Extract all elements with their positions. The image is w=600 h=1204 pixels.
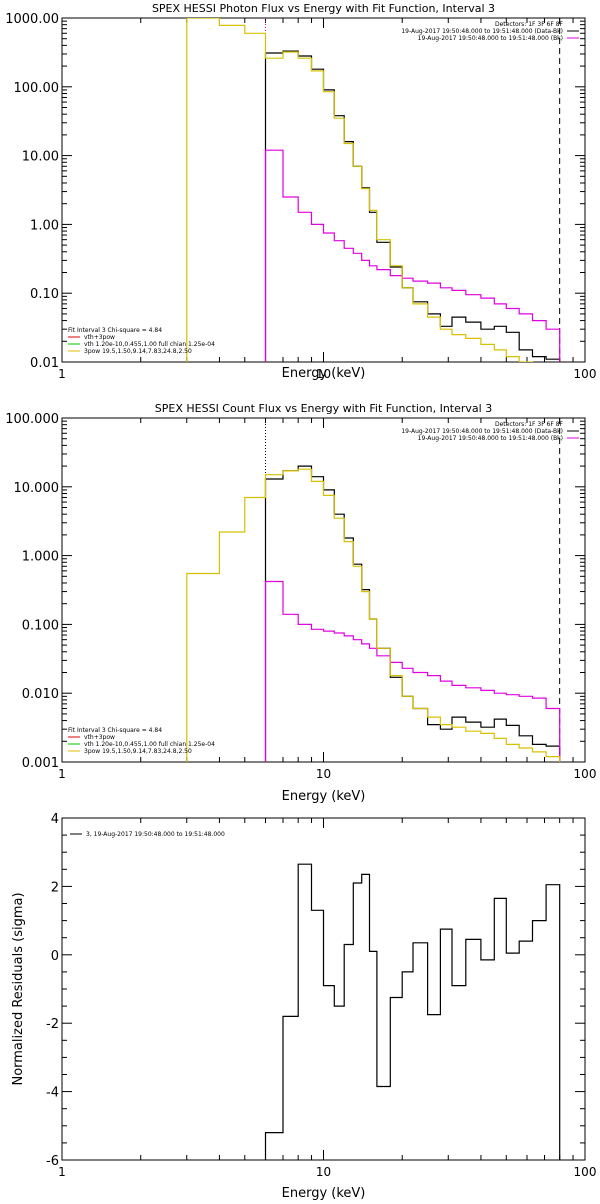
y-tick-label: -6: [46, 1154, 59, 1169]
legend-entry: Detectors: 1F 3F 6F 8F: [495, 21, 564, 28]
legend-entry: Fit Interval 3 Chi-square = 4.84: [68, 727, 162, 734]
legend-entry: 19-Aug-2017 19:50:48.000 to 19:51:48.000…: [401, 428, 563, 435]
legend-entry: 19-Aug-2017 19:50:48.000 to 19:51:48.000…: [401, 28, 563, 35]
chart-panel-3: Energy (keV) Normalized Residuals (sigma)…: [11, 812, 597, 1201]
legend-entry: Fit Interval 3 Chi-square = 4.84: [68, 327, 162, 334]
plot-frame: [61, 417, 586, 763]
y-tick-label: 4: [51, 812, 59, 827]
legend-entry: 19-Aug-2017 19:50:48.000 to 19:51:48.000…: [418, 435, 563, 442]
x-tick-label: 10: [316, 767, 331, 781]
legend-entry: 19-Aug-2017 19:50:48.000 to 19:51:48.000…: [418, 35, 563, 42]
y-tick-label: 100.000: [5, 412, 59, 427]
plot-frame: [61, 817, 586, 1161]
x-axis-label: Energy (keV): [282, 1186, 366, 1200]
y-tick-label: 2: [51, 880, 59, 895]
x-axis-label: Energy (keV): [282, 366, 366, 381]
series-line-magenta: [264, 149, 561, 362]
legend-entry: Detectors: 1F 3F 6F 8F: [495, 421, 564, 428]
chart-panel-1: SPEX HESSI Photon Flux vs Energy with Fi…: [5, 2, 596, 381]
x-tick-label: 10: [316, 367, 331, 381]
series-line-yellow: [186, 18, 534, 362]
legend-entry: 3pow 19.5,1.50,9.14,7.83,24.8,2.50: [84, 748, 192, 755]
y-tick-label: 10.000: [14, 481, 60, 496]
x-tick-label: 1: [58, 1165, 66, 1179]
x-tick-label: 1: [58, 367, 66, 381]
y-tick-label: 0.001: [22, 756, 59, 771]
chart-title: SPEX HESSI Photon Flux vs Energy with Fi…: [152, 2, 495, 15]
series-line-black: [264, 465, 561, 762]
y-tick-label: -2: [46, 1017, 59, 1032]
y-tick-label: 1.000: [22, 550, 59, 565]
legend-entry: 3pow 19.5,1.50,9.14,7.83,24.8,2.50: [84, 348, 192, 355]
legend-entry: vth 1.20e-10,0.455,1.00 full chian 1.25e…: [84, 741, 215, 748]
y-tick-label: 1.00: [30, 218, 59, 233]
legend-entry: vth+3pow: [84, 734, 115, 741]
legend-entry: vth+3pow: [84, 334, 115, 341]
legend-entry: 3, 19-Aug-2017 19:50:48.000 to 19:51:48.…: [86, 831, 225, 838]
y-tick-label: 10.00: [22, 150, 59, 165]
y-tick-label: 0: [51, 949, 59, 964]
series-line-black: [264, 863, 561, 1160]
y-tick-label: 100.00: [14, 81, 60, 96]
series-line-yellow: [186, 468, 561, 762]
y-tick-label: 0.100: [22, 618, 59, 633]
x-tick-label: 100: [574, 767, 597, 781]
chart-panel-2: SPEX HESSI Count Flux vs Energy with Fit…: [5, 402, 596, 804]
x-tick-label: 100: [574, 1165, 597, 1179]
plot-area: [186, 18, 561, 362]
plot-area: [264, 863, 561, 1160]
x-tick-label: 1: [58, 767, 66, 781]
y-tick-label: 0.01: [30, 356, 59, 371]
y-tick-label: 0.10: [30, 287, 59, 302]
x-axis-label: Energy (keV): [282, 789, 366, 804]
y-tick-label: 1000.00: [5, 12, 59, 27]
x-tick-label: 100: [574, 367, 597, 381]
y-axis-label: Normalized Residuals (sigma): [11, 892, 26, 1085]
y-tick-label: 0.010: [22, 687, 59, 702]
series-line-black: [264, 50, 561, 362]
x-tick-label: 10: [316, 1165, 331, 1179]
y-tick-label: -4: [46, 1086, 59, 1101]
chart-title: SPEX HESSI Count Flux vs Energy with Fit…: [155, 402, 492, 415]
plot-area: [186, 418, 561, 762]
series-line-magenta: [264, 580, 561, 762]
legend-entry: vth 1.20e-10,0.455,1.00 full chian 1.25e…: [84, 341, 215, 348]
